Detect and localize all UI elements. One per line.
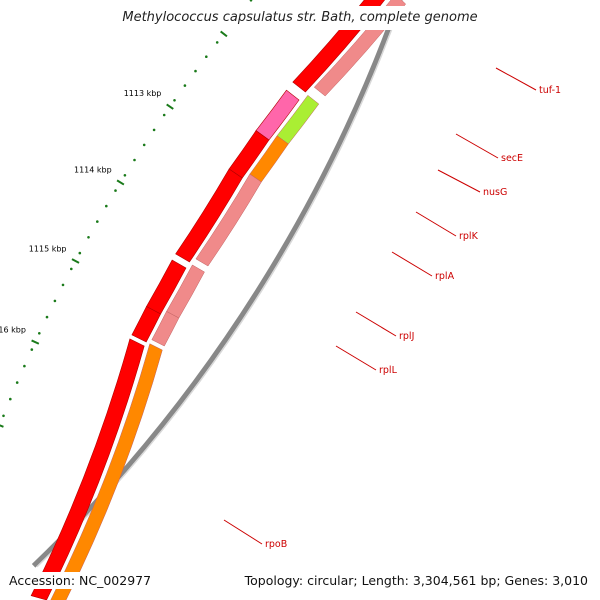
title-background	[108, 6, 492, 30]
major-tick	[116, 179, 125, 186]
minor-tick-dot	[30, 348, 34, 351]
tick-label: 1113 kbp	[124, 89, 162, 98]
major-tick	[0, 424, 4, 428]
gene-label-nusG: nusG	[483, 187, 507, 198]
tick-label: 1114 kbp	[74, 165, 112, 174]
minor-tick-dot	[38, 332, 41, 335]
map-title: Methylococcus capsulatus str. Bath, comp…	[122, 10, 478, 25]
minor-tick-dot	[152, 128, 156, 132]
genome-stats-label: Topology: circular; Length: 3,304,561 bp…	[241, 572, 591, 589]
callout-line	[437, 169, 481, 193]
minor-tick-dot	[105, 204, 108, 208]
gene-inner-rplK	[195, 173, 262, 267]
callout-line	[415, 211, 457, 237]
minor-tick-dot	[23, 364, 26, 368]
gene-label-rplA: rplA	[435, 271, 455, 282]
major-tick	[166, 103, 174, 110]
minor-tick-dot	[61, 283, 65, 287]
minor-tick-dot	[142, 143, 146, 147]
gene-label-rplJ: rplJ	[399, 331, 414, 342]
gene-label-rpoB: rpoB	[265, 539, 287, 550]
minor-tick-dot	[53, 299, 57, 303]
callout-line	[355, 311, 397, 337]
major-tick	[220, 30, 228, 38]
minor-tick-dot	[114, 189, 117, 192]
callout-line	[495, 67, 537, 91]
minor-tick-dot	[78, 251, 82, 255]
minor-tick-dot	[15, 381, 19, 384]
callout-line	[335, 345, 377, 371]
minor-tick-dot	[249, 0, 253, 2]
gene-label-secE: secE	[501, 153, 523, 164]
gene-inner-rplJ	[151, 311, 180, 347]
minor-tick-dot	[194, 69, 197, 73]
minor-tick-dot	[173, 99, 176, 102]
minor-tick-dot	[162, 113, 166, 117]
minor-tick-dot	[123, 174, 127, 177]
minor-tick-dots	[2, 0, 253, 418]
gene-inner-rpoB	[50, 343, 163, 600]
gene-outer-rplK	[175, 168, 243, 263]
major-tick	[31, 339, 40, 345]
gene-label-tuf-1: tuf-1	[539, 85, 561, 96]
minor-tick-dot	[183, 84, 187, 87]
minor-tick-dot	[133, 158, 136, 162]
gene-label-rplL: rplL	[379, 365, 398, 376]
gene-label-rplK: rplK	[459, 231, 479, 242]
minor-tick-dot	[215, 41, 219, 44]
gene-tracks	[30, 0, 407, 600]
gene-callouts: tuf-1 secE nusG rplK rplA rplJ rplL rpoB	[223, 67, 561, 550]
minor-tick-dot	[87, 236, 90, 239]
minor-tick-dot	[70, 267, 73, 271]
tick-label: 1115 kbp	[29, 244, 67, 253]
callout-line	[391, 251, 433, 277]
gene-outer-rpoB	[30, 338, 145, 600]
minor-tick-dot	[45, 315, 49, 319]
minor-tick-dot	[205, 55, 208, 58]
minor-tick-dot	[9, 397, 12, 401]
major-tick	[71, 258, 80, 264]
callout-line	[455, 133, 499, 159]
accession-label: Accession: NC_002977	[6, 572, 155, 589]
minor-tick-dot	[96, 220, 99, 223]
gene-outer-rplJ	[131, 306, 162, 343]
tick-label: 1116 kbp	[0, 326, 26, 335]
callout-line	[223, 519, 263, 545]
minor-tick-dot	[2, 414, 5, 418]
